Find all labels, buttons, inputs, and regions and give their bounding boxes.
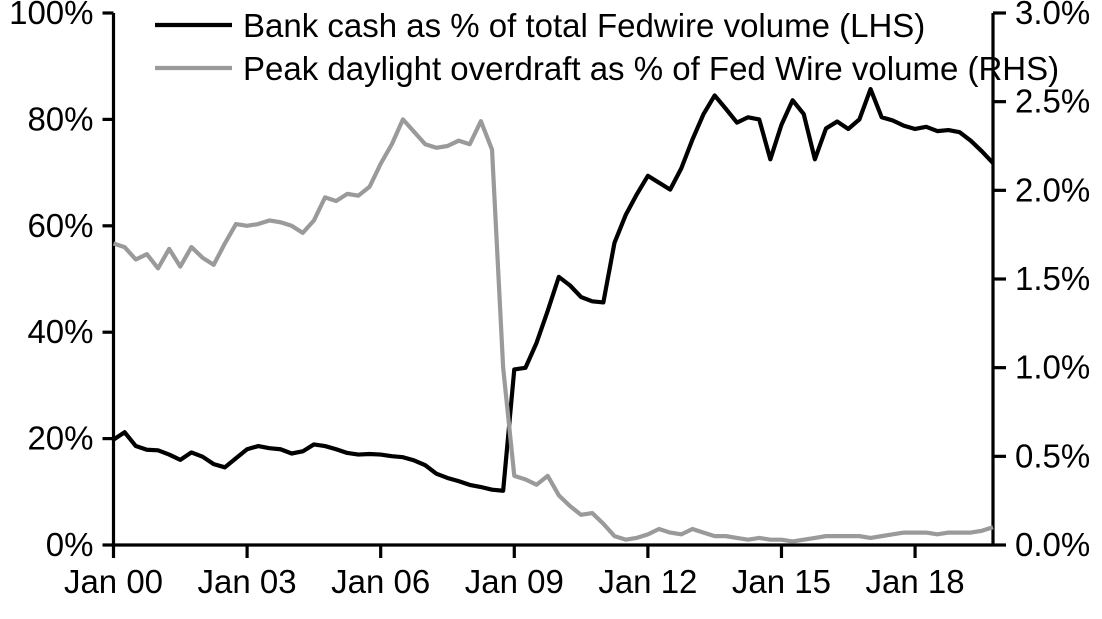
left-axis-tick-label: 100% xyxy=(9,0,93,31)
right-axis: 0.0% 0.5% 1.0% 1.5% 2.0% 2.5% 3.0% xyxy=(991,0,1090,563)
chart-legend: Bank cash as % of total Fedwire volume (… xyxy=(155,7,1059,87)
right-axis-tick-label: 0.0% xyxy=(1015,526,1090,563)
bottom-axis-tick-label: Jan 03 xyxy=(198,563,297,600)
bottom-axis-tick-label: Jan 06 xyxy=(331,563,430,600)
right-axis-tick-label: 1.5% xyxy=(1015,260,1090,297)
bottom-axis: Jan 00 Jan 03 Jan 06 Jan 09 Jan 12 Jan 15 Jan … xyxy=(64,543,993,600)
left-axis-tick-label: 40% xyxy=(27,313,93,350)
left-axis-tick-label: 0% xyxy=(46,526,94,563)
bottom-axis-tick-label: Jan 00 xyxy=(64,563,163,600)
legend-label-1: Peak daylight overdraft as % of Fed Wire… xyxy=(243,50,1059,87)
series-lines xyxy=(112,86,995,544)
right-axis-tick-label: 2.5% xyxy=(1015,83,1090,120)
left-axis: 0% 20% 40% 60% 80% 100% xyxy=(9,0,116,563)
left-axis-tick-label: 20% xyxy=(27,420,93,457)
right-axis-tick-label: 1.0% xyxy=(1015,349,1090,386)
legend-label-0: Bank cash as % of total Fedwire volume (… xyxy=(243,7,925,44)
right-axis-tick-label: 0.5% xyxy=(1015,437,1090,474)
bottom-axis-tick-label: Jan 18 xyxy=(866,563,965,600)
series-line-bank-cash xyxy=(112,86,995,493)
bottom-axis-tick-label: Jan 15 xyxy=(732,563,831,600)
left-axis-tick-label: 60% xyxy=(27,207,93,244)
bottom-axis-tick-label: Jan 12 xyxy=(598,563,697,600)
right-axis-tick-label: 2.0% xyxy=(1015,171,1090,208)
series-line-peak-overdraft xyxy=(112,117,994,544)
right-axis-tick-label: 3.0% xyxy=(1015,0,1090,31)
left-axis-tick-label: 80% xyxy=(27,100,93,137)
bottom-axis-tick-label: Jan 09 xyxy=(465,563,564,600)
